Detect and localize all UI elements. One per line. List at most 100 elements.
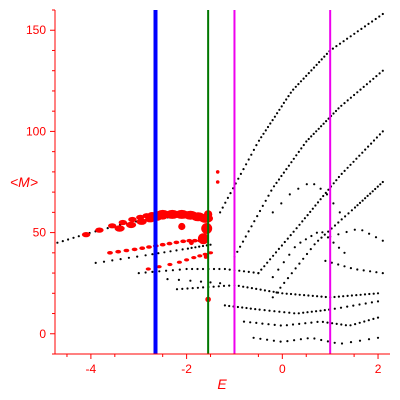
black-data-point	[320, 58, 323, 61]
black-data-point	[370, 301, 373, 304]
black-data-point	[289, 234, 292, 237]
black-data-point	[237, 284, 240, 287]
black-data-point	[228, 304, 231, 308]
black-data-point	[277, 178, 281, 181]
black-data-point	[144, 271, 147, 274]
black-data-point	[306, 337, 309, 340]
black-data-point	[293, 312, 296, 315]
black-data-point	[280, 244, 283, 247]
black-data-point	[244, 235, 247, 238]
black-data-point	[356, 268, 359, 271]
red-data-point	[145, 267, 151, 271]
black-data-point	[342, 40, 345, 43]
black-data-point	[297, 83, 300, 86]
black-data-point	[326, 321, 329, 324]
black-data-point	[355, 294, 358, 297]
black-data-point	[151, 270, 154, 273]
black-data-point	[250, 225, 253, 228]
black-data-point	[337, 221, 340, 224]
black-data-point	[325, 52, 328, 56]
black-data-point	[359, 293, 362, 296]
black-data-point	[181, 248, 184, 251]
black-data-point	[315, 310, 318, 313]
black-data-point	[302, 311, 305, 314]
black-data-point	[304, 238, 307, 241]
black-data-point	[379, 183, 382, 186]
black-data-point	[201, 244, 205, 248]
black-data-point	[186, 247, 189, 250]
red-data-point	[184, 258, 190, 262]
black-data-point	[363, 320, 366, 323]
black-data-point	[315, 231, 318, 234]
black-data-point	[266, 125, 270, 129]
black-data-point	[262, 132, 265, 135]
black-data-point	[186, 287, 189, 290]
black-data-point	[300, 147, 303, 150]
black-data-point	[310, 321, 313, 324]
black-data-point	[371, 190, 374, 193]
black-data-point	[361, 229, 364, 232]
black-data-point	[228, 284, 231, 287]
black-data-point	[280, 174, 283, 178]
black-data-point	[271, 276, 274, 279]
black-data-point	[242, 320, 246, 323]
black-data-point	[358, 201, 362, 204]
black-data-point	[369, 270, 372, 273]
black-data-point	[381, 180, 384, 184]
black-data-point	[320, 295, 323, 298]
black-data-point	[111, 259, 114, 262]
black-data-point	[222, 284, 226, 287]
black-data-point	[375, 271, 378, 274]
black-data-point	[324, 259, 327, 262]
black-data-point	[272, 339, 275, 342]
black-data-point	[271, 211, 274, 214]
black-data-point	[209, 281, 212, 284]
black-data-point	[369, 80, 372, 83]
black-data-point	[313, 337, 316, 340]
x-axis-label: E	[217, 376, 227, 392]
black-data-point	[282, 171, 285, 174]
black-data-point	[289, 292, 293, 296]
red-data-point	[108, 223, 117, 229]
red-data-point	[81, 232, 91, 238]
black-data-point	[311, 207, 314, 210]
black-data-point	[314, 204, 317, 207]
black-data-point	[271, 296, 274, 299]
black-data-point	[268, 290, 271, 293]
black-data-point	[279, 340, 282, 343]
black-data-point	[312, 132, 315, 135]
black-data-point	[322, 122, 325, 125]
black-data-point	[285, 98, 288, 101]
red-data-point	[128, 216, 137, 223]
black-data-point	[198, 245, 201, 248]
black-data-point	[317, 127, 320, 130]
black-data-point	[239, 245, 242, 248]
black-data-point	[298, 322, 301, 325]
black-data-point	[196, 286, 199, 289]
black-data-point	[327, 230, 330, 233]
black-data-point	[346, 37, 349, 40]
black-data-point	[298, 262, 301, 265]
black-data-point	[376, 292, 380, 295]
red-data-point	[189, 240, 194, 246]
black-data-point	[360, 27, 363, 30]
black-data-point	[320, 125, 323, 128]
black-data-point	[290, 161, 293, 164]
black-data-point	[136, 255, 139, 258]
black-data-point	[127, 256, 130, 259]
black-data-point	[278, 108, 281, 111]
black-data-point	[349, 341, 353, 344]
black-data-point	[256, 215, 259, 218]
black-data-point	[318, 61, 321, 64]
black-data-point	[316, 201, 320, 204]
black-data-point	[326, 340, 329, 343]
red-data-point	[95, 227, 104, 233]
black-data-point	[363, 293, 367, 296]
black-data-point	[196, 267, 199, 271]
black-data-point	[323, 55, 326, 58]
black-data-point	[239, 172, 242, 175]
x-tick-label: -2	[181, 362, 192, 376]
black-data-point	[271, 119, 274, 122]
black-data-point	[299, 241, 302, 244]
black-data-point	[257, 139, 261, 142]
